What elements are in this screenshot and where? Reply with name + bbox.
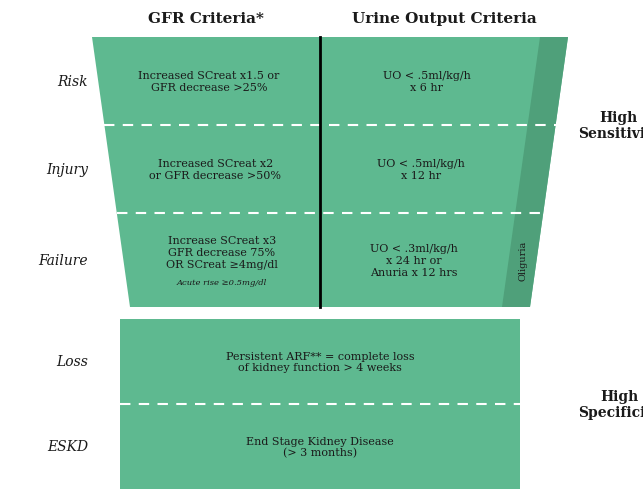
Text: Injury: Injury [46, 163, 88, 177]
Polygon shape [515, 126, 556, 213]
Text: GFR Criteria*: GFR Criteria* [148, 12, 264, 26]
Text: High
Specificity: High Specificity [578, 389, 643, 419]
Text: Failure: Failure [39, 254, 88, 268]
Text: Oliguria: Oliguria [518, 240, 527, 281]
Text: UO < .5ml/kg/h
x 12 hr: UO < .5ml/kg/h x 12 hr [377, 159, 465, 180]
Text: Risk: Risk [57, 75, 88, 89]
Polygon shape [92, 38, 568, 126]
Text: Urine Output Criteria: Urine Output Criteria [352, 12, 536, 26]
Polygon shape [528, 38, 568, 126]
Text: ESKD: ESKD [47, 439, 88, 453]
Text: Persistent ARF** = complete loss
of kidney function > 4 weeks: Persistent ARF** = complete loss of kidn… [226, 351, 414, 373]
Bar [120, 404, 520, 489]
Text: UO < .3ml/kg/h
x 24 hr or
Anuria x 12 hrs: UO < .3ml/kg/h x 24 hr or Anuria x 12 hr… [370, 244, 458, 277]
Text: Increased SCreat x1.5 or
GFR decrease >25%: Increased SCreat x1.5 or GFR decrease >2… [138, 71, 280, 93]
Polygon shape [502, 213, 543, 308]
Text: Loss: Loss [56, 355, 88, 369]
Text: Acute rise ≥0.5mg/dl: Acute rise ≥0.5mg/dl [177, 279, 267, 287]
Polygon shape [117, 213, 543, 308]
Text: Increase SCreat x3
GFR decrease 75%
OR SCreat ≥4mg/dl: Increase SCreat x3 GFR decrease 75% OR S… [166, 236, 278, 269]
Text: Increased SCreat x2
or GFR decrease >50%: Increased SCreat x2 or GFR decrease >50% [149, 159, 281, 180]
Text: UO < .5ml/kg/h
x 6 hr: UO < .5ml/kg/h x 6 hr [383, 71, 471, 93]
Text: High
Sensitivity: High Sensitivity [578, 111, 643, 141]
Polygon shape [104, 126, 556, 213]
Bar [120, 319, 520, 404]
Text: End Stage Kidney Disease
(> 3 months): End Stage Kidney Disease (> 3 months) [246, 436, 394, 457]
